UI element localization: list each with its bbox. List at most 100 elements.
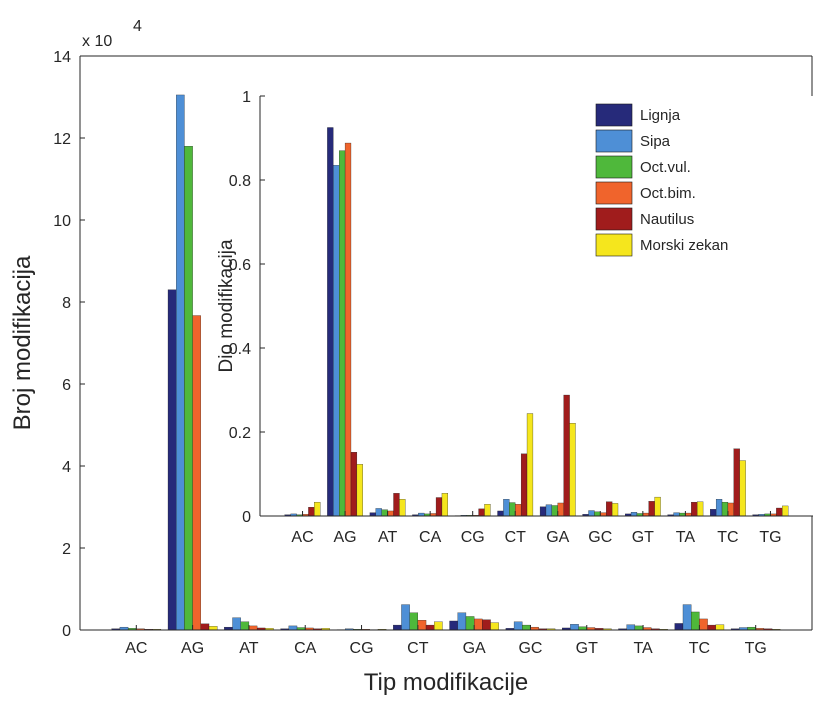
- main-y-tick-label: 6: [62, 377, 71, 394]
- main-y-tick-label: 12: [53, 131, 71, 148]
- inset-bar-sipa-gt: [631, 512, 637, 516]
- main-bar-sipa-at: [233, 618, 241, 630]
- inset-bar-nautilus-ta: [691, 502, 697, 516]
- main-bar-octbim-ct: [418, 620, 426, 630]
- inset-bar-nautilus-tg: [776, 508, 782, 516]
- main-bar-sipa-gt: [570, 624, 578, 630]
- inset-bar-octvul-ag: [339, 151, 345, 516]
- main-bar-lignja-ag: [168, 290, 176, 630]
- inset-x-tick-label: GT: [632, 529, 654, 546]
- main-bar-sipa-tc: [683, 605, 691, 630]
- main-y-tick-label: 14: [53, 49, 71, 66]
- main-x-tick-label: AC: [125, 640, 147, 657]
- legend-label-morskizekan: Morski zekan: [640, 237, 728, 254]
- inset-bar-octbim-gc: [600, 513, 606, 516]
- legend-label-octbim: Oct.bim.: [640, 185, 696, 202]
- main-bar-nautilus-tc: [708, 625, 716, 630]
- main-bar-nautilus-ct: [426, 625, 434, 630]
- inset-x-tick-label: AC: [291, 529, 313, 546]
- main-bar-octbim-ag: [193, 316, 201, 630]
- inset-x-tick-label: TC: [717, 529, 738, 546]
- main-bar-sipa-ta: [627, 625, 635, 630]
- inset-bar-morskizekan-tg: [782, 506, 788, 516]
- main-bar-nautilus-ag: [201, 624, 209, 630]
- inset-bar-morskizekan-at: [399, 499, 405, 516]
- inset-bar-lignja-tc: [710, 509, 716, 516]
- main-bar-morskizekan-ag: [209, 626, 217, 630]
- main-bar-octvul-tc: [691, 612, 699, 630]
- legend-swatch-nautilus: [596, 208, 632, 230]
- main-bar-octvul-ct: [410, 613, 418, 630]
- inset-bar-nautilus-ca: [436, 498, 442, 516]
- legend-label-nautilus: Nautilus: [640, 211, 694, 228]
- inset-bar-nautilus-gc: [606, 502, 612, 516]
- inset-bar-lignja-ag: [327, 128, 333, 517]
- legend-swatch-octbim: [596, 182, 632, 204]
- scale-multiplier-label: x 10: [82, 33, 112, 50]
- main-x-tick-label: CA: [294, 640, 317, 657]
- inset-bar-lignja-at: [370, 513, 376, 516]
- main-bar-morskizekan-tc: [716, 625, 724, 630]
- inset-x-tick-label: AT: [378, 529, 397, 546]
- inset-bar-octbim-ct: [515, 504, 521, 516]
- inset-bar-lignja-ct: [498, 511, 504, 516]
- inset-bar-octvul-ga: [552, 506, 558, 517]
- main-bar-octvul-at: [241, 622, 249, 630]
- legend-swatch-octvul: [596, 156, 632, 178]
- inset-x-tick-label: CT: [505, 529, 527, 546]
- inset-x-tick-label: AG: [334, 529, 357, 546]
- inset-x-tick-label: CA: [419, 529, 442, 546]
- main-bar-morskizekan-ct: [434, 622, 442, 630]
- main-x-tick-label: TG: [745, 640, 767, 657]
- main-x-tick-label: GC: [518, 640, 542, 657]
- inset-bar-octvul-ct: [509, 503, 515, 516]
- inset-bar-nautilus-ac: [308, 507, 314, 516]
- main-bar-octvul-ta: [635, 626, 643, 630]
- inset-x-tick-label: CG: [461, 529, 485, 546]
- main-bar-octvul-gc: [522, 625, 530, 630]
- main-x-tick-label: CG: [350, 640, 374, 657]
- inset-bar-sipa-ag: [333, 165, 339, 516]
- main-bar-sipa-ct: [401, 605, 409, 630]
- legend-swatch-sipa: [596, 130, 632, 152]
- main-x-tick-label: CT: [407, 640, 429, 657]
- inset-bar-morskizekan-gt: [655, 497, 661, 516]
- legend-label-sipa: Sipa: [640, 133, 671, 150]
- main-bar-sipa-ga: [458, 613, 466, 630]
- inset-bar-octbim-at: [388, 511, 394, 516]
- main-bar-nautilus-ga: [482, 620, 490, 630]
- main-x-tick-label: AT: [239, 640, 258, 657]
- inset-bar-morskizekan-gc: [612, 503, 618, 516]
- inset-bar-octbim-ga: [558, 503, 564, 516]
- inset-bar-morskizekan-ta: [697, 502, 703, 516]
- main-x-tick-label: GT: [576, 640, 598, 657]
- main-y-tick-label: 4: [62, 459, 71, 476]
- inset-y-tick-label: 0: [242, 509, 251, 526]
- inset-bar-octbim-tc: [728, 503, 734, 516]
- main-y-tick-label: 10: [53, 213, 71, 230]
- inset-bar-sipa-ga: [546, 505, 552, 516]
- inset-x-tick-label: GA: [546, 529, 569, 546]
- legend-label-octvul: Oct.vul.: [640, 159, 691, 176]
- main-bar-octbim-ga: [474, 619, 482, 630]
- inset-bar-octbim-ag: [345, 143, 351, 516]
- inset-y-axis-label: Dio modifikacija: [216, 239, 237, 372]
- inset-bar-nautilus-gt: [649, 501, 655, 516]
- inset-bar-nautilus-tc: [734, 449, 740, 516]
- main-bar-morskizekan-ga: [491, 623, 499, 630]
- main-bar-sipa-ag: [176, 95, 184, 630]
- main-x-tick-label: TA: [633, 640, 653, 657]
- inset-bar-nautilus-cg: [479, 509, 485, 516]
- main-y-tick-label: 0: [62, 623, 71, 640]
- main-bar-octvul-ga: [466, 616, 474, 630]
- inset-bar-nautilus-ct: [521, 454, 527, 516]
- main-x-axis-label: Tip modifikacije: [364, 669, 529, 696]
- inset-bar-morskizekan-ga: [570, 423, 576, 516]
- inset-bar-octvul-at: [382, 510, 388, 516]
- main-y-tick-label: 8: [62, 295, 71, 312]
- inset-y-tick-label: 0.8: [229, 173, 251, 190]
- scale-multiplier-exponent: 4: [133, 18, 142, 35]
- inset-bar-sipa-ta: [674, 513, 680, 516]
- inset-bar-sipa-ct: [503, 499, 509, 516]
